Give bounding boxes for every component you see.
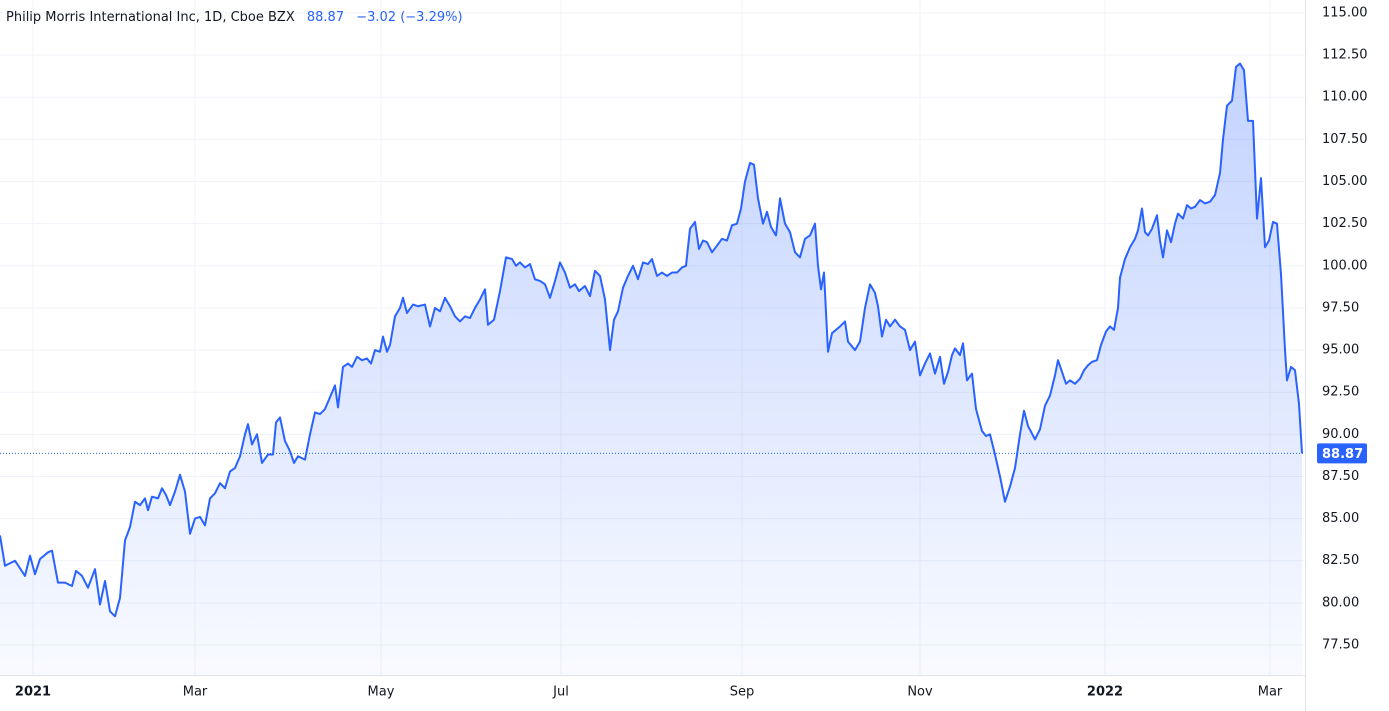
y-tick-label: 80.00: [1322, 595, 1359, 610]
legend-change: −3.02 (−3.29%): [356, 10, 462, 25]
x-tick-label: 2022: [1087, 685, 1123, 700]
y-tick-label: 95.00: [1322, 343, 1359, 358]
area-fill: [0, 63, 1302, 676]
x-tick-label: Sep: [730, 685, 755, 700]
y-tick-label: 85.00: [1322, 511, 1359, 526]
y-tick-label: 82.50: [1322, 553, 1359, 568]
y-tick-label: 110.00: [1322, 90, 1368, 105]
y-tick-label: 102.50: [1322, 216, 1368, 231]
x-tick-label: Jul: [552, 685, 569, 700]
y-tick-label: 77.50: [1322, 638, 1359, 653]
plot: [0, 62, 1305, 676]
last-price-box: [1317, 443, 1367, 464]
y-tick-label: 105.00: [1322, 174, 1368, 189]
y-tick-label: 97.50: [1322, 300, 1359, 315]
y-tick-label: 100.00: [1322, 258, 1368, 273]
legend-price: 88.87: [307, 10, 344, 25]
x-tick-label: 2021: [15, 685, 51, 700]
y-tick-label: 92.50: [1322, 385, 1359, 400]
legend-title: Philip Morris International Inc, 1D, Cbo…: [6, 10, 295, 25]
x-tick-label: Mar: [1258, 685, 1283, 700]
y-tick-label: 90.00: [1322, 427, 1359, 442]
x-tick-label: May: [368, 685, 395, 700]
y-tick-label: 112.50: [1322, 48, 1368, 63]
last-price-label: 88.87: [1322, 447, 1363, 462]
y-tick-label: 115.00: [1322, 5, 1368, 20]
axes: 77.50 80.00 82.50 85.00 87.50 90.00 92.50 95.00…: [15, 5, 1368, 699]
legend: Philip Morris International Inc, 1D, Cbo…: [6, 10, 463, 25]
y-tick-label: 107.50: [1322, 132, 1368, 147]
y-tick-label: 87.50: [1322, 469, 1359, 484]
price-line: [0, 62, 1303, 618]
x-tick-label: Nov: [907, 685, 933, 700]
x-tick-label: Mar: [183, 685, 208, 700]
